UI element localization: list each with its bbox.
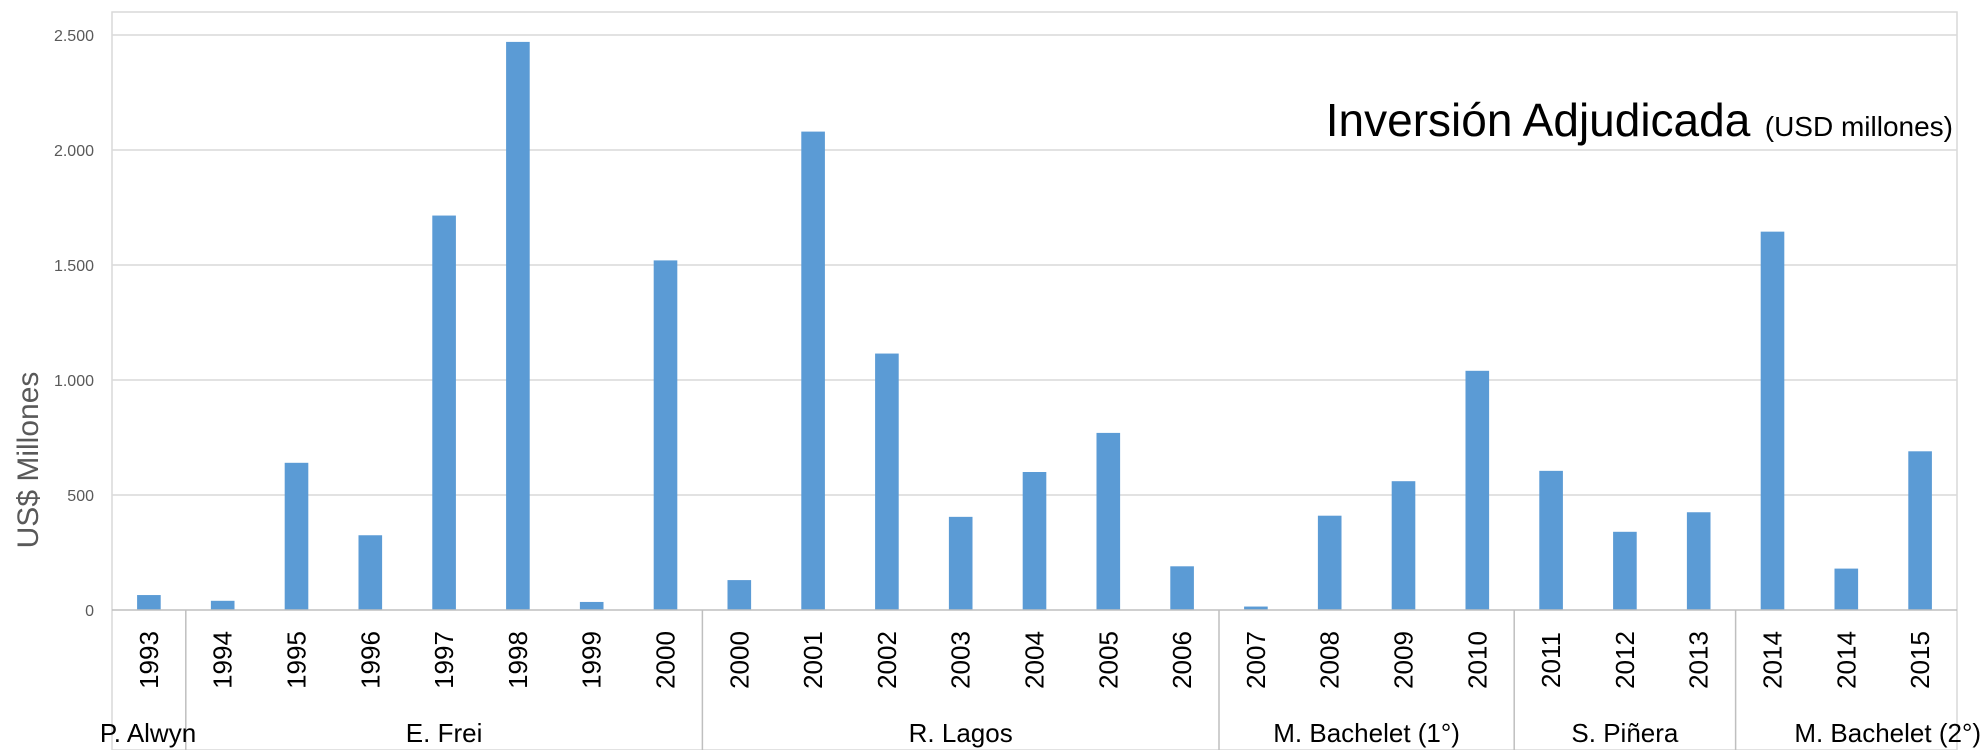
bar: [1465, 370, 1490, 610]
x-tick-label: 2002: [872, 631, 902, 689]
bar: [1170, 566, 1194, 610]
bar: [653, 260, 678, 610]
group-label: S. Piñera: [1571, 718, 1678, 748]
bar: [1539, 470, 1563, 610]
bar: [1244, 606, 1268, 610]
bar: [137, 595, 161, 610]
x-tick-label: 1995: [282, 631, 312, 689]
bar: [1686, 512, 1711, 610]
y-tick-label: 2.500: [54, 28, 94, 45]
y-tick-label: 0: [85, 603, 94, 620]
x-tick-label: 2006: [1167, 631, 1197, 689]
x-tick-label: 2001: [798, 631, 828, 689]
x-tick-label: 1994: [208, 631, 238, 689]
group-label: M. Bachelet (2°): [1794, 718, 1981, 748]
y-axis-label: US$ Millones: [12, 372, 45, 549]
bar: [1096, 432, 1121, 610]
x-tick-label: 2000: [651, 631, 681, 689]
x-tick-label: 2013: [1684, 631, 1714, 689]
group-label: P. Alwyn: [100, 718, 196, 748]
bar: [1022, 472, 1047, 610]
x-tick-label: 2000: [724, 631, 754, 689]
x-tick-label: 2010: [1462, 631, 1492, 689]
plot-frame: [111, 11, 1958, 750]
axes: [112, 609, 1957, 750]
chart-title-main: Inversión Adjudicada: [1326, 94, 1751, 146]
x-tick-label: 2008: [1315, 631, 1345, 689]
x-tick-label: 1997: [429, 631, 459, 689]
bar: [727, 580, 752, 610]
x-tick-label: 2012: [1610, 631, 1640, 689]
chart-title-unit: (USD millones): [1765, 111, 1953, 142]
y-tick-label: 1.500: [54, 258, 94, 275]
group-label: R. Lagos: [909, 718, 1013, 748]
group-label: M. Bachelet (1°): [1273, 718, 1460, 748]
x-tick-label: 2005: [1093, 631, 1123, 689]
x-tick-label: 1996: [355, 631, 385, 689]
bar: [1317, 515, 1342, 610]
y-tick-label: 500: [67, 488, 94, 505]
x-tick-label: 2009: [1389, 631, 1419, 689]
gridlines: [112, 34, 1957, 496]
x-tick-label: 1993: [134, 631, 164, 689]
bar: [506, 41, 530, 610]
x-tick-label: 2004: [1020, 631, 1050, 689]
y-tick-label: 2.000: [54, 143, 94, 160]
chart-title: Inversión Adjudicada (USD millones): [1326, 94, 1953, 146]
bar: [1908, 451, 1932, 610]
bar: [1613, 531, 1637, 610]
bar: [875, 353, 899, 610]
bar: [284, 462, 309, 610]
bar: [1391, 481, 1416, 610]
bar: [801, 131, 825, 610]
x-tick-label: 2003: [946, 631, 976, 689]
x-tick-label: 2015: [1905, 631, 1935, 689]
bar: [1834, 568, 1859, 610]
bar: [948, 516, 973, 610]
x-tick-label: 2007: [1241, 631, 1271, 689]
x-tick-label: 1998: [503, 631, 533, 689]
y-tick-label: 1.000: [54, 373, 94, 390]
bar: [1760, 231, 1785, 610]
bar: [579, 601, 604, 610]
x-tick-label: 1999: [577, 631, 607, 689]
bar: [210, 600, 235, 610]
bars: [137, 41, 1932, 611]
labels: 0 500 1.000 1.500 2.000 2.500 1993 1994 1995 1996…: [54, 28, 1981, 748]
x-tick-label: 2014: [1758, 631, 1788, 689]
x-tick-label: 2014: [1831, 631, 1861, 689]
x-tick-label: 2011: [1536, 632, 1566, 688]
group-label: E. Frei: [406, 718, 483, 748]
bar: [358, 535, 383, 610]
bar: [432, 215, 456, 611]
